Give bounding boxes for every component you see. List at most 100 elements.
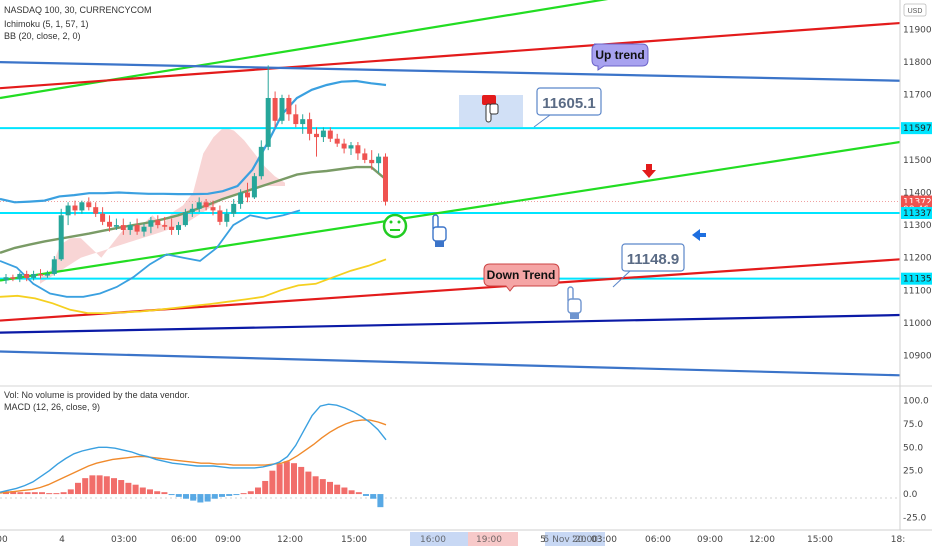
macd-histogram-bar bbox=[370, 494, 377, 499]
price-axis[interactable]: USD 11900.011800.011700.011600.011500.01… bbox=[899, 0, 932, 530]
macd-line bbox=[0, 403, 387, 493]
time-axis[interactable]: 00 4 03:00 06:00 09:00 12:00 15:00 5 03:00 06:00 0… bbox=[0, 529, 932, 546]
low-price-callout[interactable]: 11148.9 bbox=[612, 243, 685, 288]
price-tag-label: 11135.6 bbox=[903, 275, 932, 285]
candle-body bbox=[182, 212, 188, 226]
macd-histogram-bar bbox=[319, 479, 326, 495]
candle-body bbox=[120, 225, 126, 230]
macd-histogram-bar bbox=[10, 491, 17, 495]
candle-body bbox=[231, 203, 237, 214]
candle-body bbox=[107, 221, 112, 227]
candle-body bbox=[251, 176, 257, 198]
candle-body bbox=[341, 143, 347, 149]
candle-body bbox=[148, 220, 154, 227]
candle-body bbox=[376, 156, 382, 164]
macd-histogram-bar bbox=[298, 466, 305, 495]
macd-histogram-bar bbox=[24, 492, 31, 495]
navy-lower-trendline bbox=[0, 313, 901, 334]
up-trend-callout[interactable]: Up trend bbox=[591, 43, 649, 71]
time-tick-label: 15:00 bbox=[341, 535, 367, 545]
candle-body bbox=[383, 156, 388, 202]
macd-histogram-bar bbox=[75, 482, 81, 495]
macd-histogram-bar bbox=[190, 494, 197, 501]
macd-histogram-bar bbox=[96, 475, 103, 495]
macd-tick-label: 0.0 bbox=[903, 490, 918, 500]
macd-histogram-bar bbox=[341, 487, 348, 495]
candle-body bbox=[189, 208, 195, 213]
candle-body bbox=[224, 213, 230, 222]
candle-body bbox=[293, 114, 299, 125]
bb-upper-band bbox=[0, 79, 387, 204]
symbol-title[interactable]: NASDAQ 100, 30, CURRENCYCOM bbox=[4, 5, 152, 15]
price-tick-label: 11300.0 bbox=[903, 221, 932, 231]
down-trend-bubble bbox=[483, 263, 560, 292]
time-tick-label: 06:00 bbox=[645, 535, 671, 545]
candle-body bbox=[3, 277, 9, 281]
ichimoku-legend[interactable]: Ichimoku (5, 1, 57, 1) bbox=[4, 19, 89, 29]
price-tag-label: 11337.1 bbox=[903, 209, 932, 219]
candle-body bbox=[113, 225, 119, 227]
trendlines[interactable] bbox=[0, 0, 901, 377]
macd-histogram-bar bbox=[291, 463, 297, 495]
time-tick-label: 06:00 bbox=[171, 535, 197, 545]
macd-histogram-bar bbox=[348, 490, 355, 495]
high-callout-box bbox=[536, 87, 602, 116]
macd-histogram-bar bbox=[269, 470, 276, 495]
candle-body bbox=[72, 205, 78, 211]
currency-badge bbox=[903, 3, 927, 17]
candle-body bbox=[314, 133, 319, 138]
horizontal-levels[interactable] bbox=[0, 127, 900, 280]
macd-histogram-bar bbox=[168, 494, 175, 496]
price-tag-label: 11597.5 bbox=[903, 124, 932, 134]
candle-body bbox=[134, 225, 140, 232]
candle-body bbox=[196, 202, 202, 209]
candle-body bbox=[38, 273, 43, 276]
bb-legend[interactable]: BB (20, close, 2, 0) bbox=[4, 31, 81, 41]
high-callout-pointer bbox=[533, 114, 551, 128]
price-pane[interactable] bbox=[0, 0, 901, 377]
time-tick-label-faded: 19:00 bbox=[476, 535, 502, 545]
candle-body bbox=[162, 225, 168, 227]
candle-body bbox=[31, 273, 37, 278]
candle-body bbox=[17, 273, 23, 279]
low-callout-pointer bbox=[612, 270, 631, 288]
macd-histogram-bar bbox=[60, 492, 67, 495]
macd-histogram-bar bbox=[219, 494, 225, 497]
macd-histogram-bar bbox=[312, 476, 319, 495]
candle-body bbox=[51, 259, 57, 274]
macd-legend[interactable]: MACD (12, 26, close, 9) bbox=[4, 402, 101, 412]
macd-histogram-bar bbox=[355, 492, 362, 495]
down-trend-callout[interactable]: Down Trend bbox=[483, 263, 560, 292]
macd-histogram bbox=[3, 461, 384, 508]
macd-histogram-bar bbox=[103, 476, 110, 495]
macd-histogram-bar bbox=[118, 480, 125, 495]
price-tick-label: 11400.0 bbox=[903, 189, 932, 199]
candle-body bbox=[176, 225, 181, 230]
candle-body bbox=[141, 226, 147, 232]
kumo-area bbox=[40, 127, 285, 284]
time-tick-label: 09:00 bbox=[697, 535, 723, 545]
macd-signal-line bbox=[0, 419, 387, 494]
macd-histogram-bar bbox=[255, 487, 261, 495]
price-tick-label: 11900.0 bbox=[903, 26, 932, 36]
price-tag-box bbox=[901, 206, 932, 219]
time-tick-label: 12:00 bbox=[277, 535, 303, 545]
price-tick-label: 11100.0 bbox=[903, 286, 932, 296]
candle-body bbox=[10, 277, 16, 279]
time-tick-labels: 00 4 03:00 06:00 09:00 12:00 15:00 5 03:00 06:00 0… bbox=[0, 535, 905, 545]
candle-body bbox=[44, 273, 50, 276]
macd-tick-label: -25.0 bbox=[903, 513, 927, 523]
candle-body bbox=[369, 159, 375, 164]
candle-body bbox=[279, 97, 285, 121]
high-price-callout[interactable]: 11605.1 bbox=[459, 87, 602, 128]
price-tick-label: 11800.0 bbox=[903, 58, 932, 68]
down-trend-label: Down Trend bbox=[487, 268, 556, 282]
candle-body bbox=[355, 145, 361, 154]
macd-pane[interactable] bbox=[0, 403, 900, 508]
time-tick-label: 03:00 bbox=[591, 535, 617, 545]
high-callout-value: 11605.1 bbox=[542, 95, 595, 112]
macd-histogram-bar bbox=[247, 491, 254, 495]
candle-body bbox=[258, 146, 264, 177]
macd-histogram-bar bbox=[82, 478, 89, 495]
